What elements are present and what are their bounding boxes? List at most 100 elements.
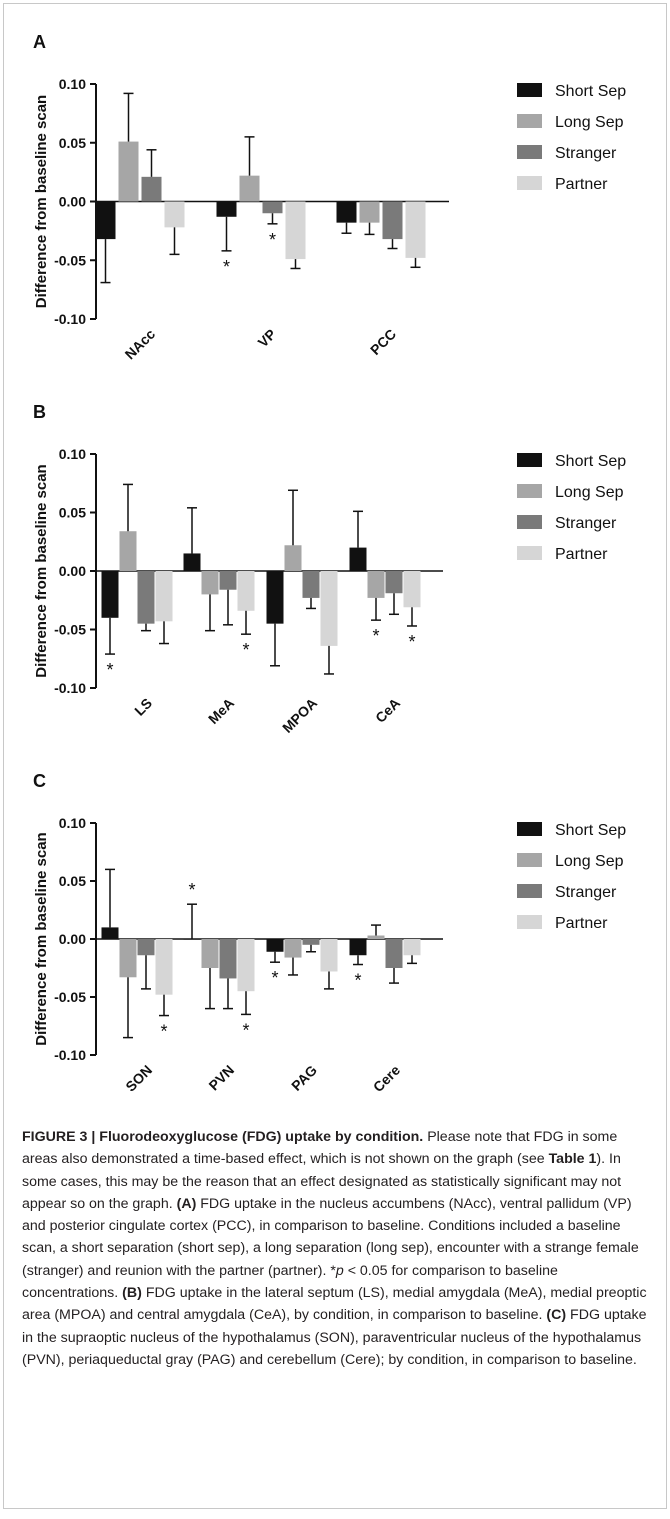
x-tick-label: NAcc	[121, 326, 158, 363]
significance-star: *	[106, 660, 113, 680]
significance-star: *	[242, 640, 249, 660]
bar-stranger	[138, 939, 155, 955]
legend-label: Stranger	[555, 145, 617, 162]
significance-star: *	[354, 971, 361, 991]
significance-star: *	[223, 257, 230, 277]
significance-star: *	[160, 1022, 167, 1042]
bar-partner	[238, 939, 255, 991]
bar-short-sep	[267, 939, 284, 952]
bar-stranger	[142, 177, 162, 202]
significance-star: *	[242, 1020, 249, 1040]
bar-partner	[286, 202, 306, 260]
bar-partner	[406, 202, 426, 258]
bar-stranger	[386, 939, 403, 968]
bar-short-sep	[184, 553, 201, 571]
x-tick-label: PCC	[367, 326, 399, 358]
legend-label: Long Sep	[555, 853, 624, 870]
y-tick-label: -0.10	[54, 680, 86, 696]
y-tick-label: 0.05	[59, 135, 86, 151]
x-tick-label: VP	[255, 326, 280, 351]
bar-long-sep	[360, 202, 380, 223]
bar-long-sep	[120, 531, 137, 571]
significance-star: *	[408, 632, 415, 652]
figure-caption: FIGURE 3 | Fluorodeoxyglucose (FDG) upta…	[22, 1126, 648, 1371]
bar-partner	[404, 571, 421, 607]
caption-p-symbol: p	[336, 1263, 344, 1279]
legend-label: Partner	[555, 176, 608, 193]
bar-stranger	[303, 939, 320, 945]
y-tick-label: 0.10	[59, 446, 86, 462]
y-tick-label: -0.05	[54, 622, 86, 638]
y-tick-label: -0.10	[54, 1047, 86, 1063]
y-tick-label: 0.10	[59, 815, 86, 831]
legend-swatch-short-sep	[517, 453, 542, 467]
caption-title: FIGURE 3 | Fluorodeoxyglucose (FDG) upta…	[22, 1129, 423, 1145]
x-tick-label: PAG	[288, 1062, 320, 1094]
y-tick-label: 0.00	[59, 563, 86, 579]
x-tick-label: MeA	[205, 695, 237, 727]
legend-swatch-stranger	[517, 515, 542, 529]
bar-long-sep	[368, 571, 385, 598]
x-tick-label: CeA	[372, 695, 403, 726]
significance-star: *	[271, 968, 278, 988]
y-tick-label: 0.05	[59, 505, 86, 521]
bar-partner	[404, 939, 421, 955]
y-tick-label: -0.05	[54, 252, 86, 268]
legend-label: Short Sep	[555, 453, 626, 470]
bar-short-sep	[184, 939, 201, 940]
y-tick-label: -0.10	[54, 311, 86, 327]
legend-label: Long Sep	[555, 484, 624, 501]
bar-short-sep	[96, 202, 116, 240]
x-tick-label: Cere	[370, 1062, 403, 1095]
bar-stranger	[263, 202, 283, 214]
bar-partner	[156, 571, 173, 621]
y-tick-label: 0.00	[59, 931, 86, 947]
legend-label: Long Sep	[555, 114, 624, 131]
legend-swatch-stranger	[517, 884, 542, 898]
bar-long-sep	[285, 545, 302, 571]
bar-short-sep	[350, 548, 367, 571]
legend-swatch-short-sep	[517, 822, 542, 836]
bar-partner	[321, 571, 338, 646]
caption-label-c: (C)	[546, 1307, 566, 1323]
bar-partner	[238, 571, 255, 611]
legend-swatch-partner	[517, 176, 542, 190]
legend-label: Short Sep	[555, 83, 626, 100]
y-tick-label: -0.05	[54, 989, 86, 1005]
legend-label: Stranger	[555, 515, 617, 532]
legend-label: Partner	[555, 546, 608, 563]
bar-long-sep	[119, 142, 139, 202]
legend-swatch-short-sep	[517, 83, 542, 97]
bar-stranger	[220, 939, 237, 978]
bar-short-sep	[267, 571, 284, 624]
panel-letter: C	[33, 771, 46, 791]
caption-label-a: (A)	[177, 1196, 197, 1212]
legend-swatch-long-sep	[517, 484, 542, 498]
caption-label-b: (B)	[122, 1285, 142, 1301]
legend-swatch-partner	[517, 546, 542, 560]
bar-long-sep	[285, 939, 302, 958]
significance-star: *	[269, 230, 276, 250]
bar-short-sep	[217, 202, 237, 217]
legend-label: Partner	[555, 915, 608, 932]
x-tick-label: PVN	[205, 1062, 237, 1094]
bar-long-sep	[240, 176, 260, 202]
bar-stranger	[386, 571, 403, 593]
bar-stranger	[220, 571, 237, 590]
chart-panel-b: B Difference from baseline scan 0.10 0.05 0.…	[0, 368, 670, 768]
x-tick-label: SON	[122, 1062, 155, 1095]
bar-short-sep	[337, 202, 357, 223]
y-axis-title: Difference from baseline scan	[33, 832, 50, 1045]
significance-star: *	[372, 626, 379, 646]
legend-label: Short Sep	[555, 822, 626, 839]
legend-swatch-stranger	[517, 145, 542, 159]
y-tick-label: 0.10	[59, 76, 86, 92]
bar-long-sep	[368, 936, 385, 939]
panel-letter: B	[33, 402, 46, 422]
bar-long-sep	[202, 939, 219, 968]
bar-partner	[156, 939, 173, 995]
chart-panel-c: C Difference from baseline scan 0.10 0.05 0.…	[0, 737, 670, 1137]
panel-letter: A	[33, 32, 46, 52]
bar-short-sep	[102, 927, 119, 939]
y-axis-title: Difference from baseline scan	[33, 95, 50, 308]
